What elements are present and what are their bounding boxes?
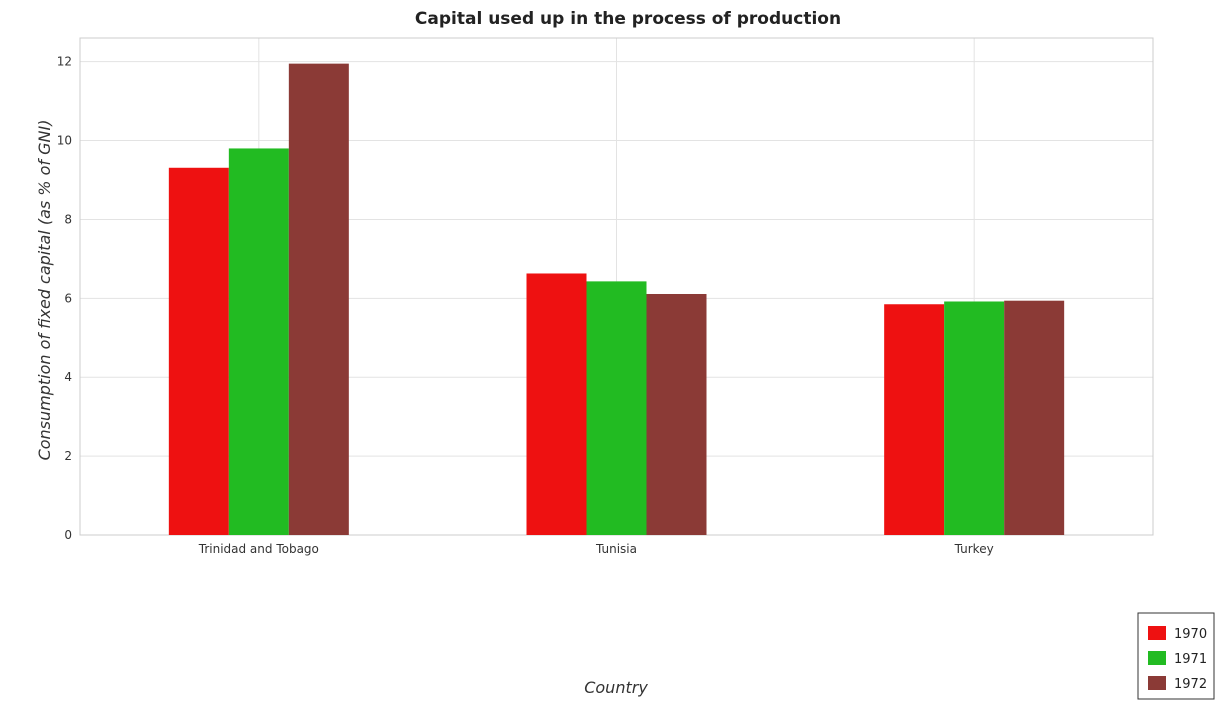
bar-1972-turkey — [1004, 300, 1065, 535]
legend-swatch-1972 — [1148, 676, 1166, 690]
legend-label-1972: 1972 — [1174, 677, 1207, 692]
bar-1971-turkey — [944, 301, 1005, 535]
legend-swatch-1970 — [1148, 626, 1166, 640]
legend-label-1971: 1971 — [1174, 652, 1207, 667]
x-axis-label: Country — [584, 678, 648, 697]
y-tick-label: 12 — [57, 55, 72, 69]
bar-1970-trinidad-and-tobago — [168, 167, 229, 535]
bar-1971-trinidad-and-tobago — [228, 148, 289, 535]
x-tick-labels: Trinidad and Tobago Tunisia Turkey — [198, 542, 994, 556]
bars — [168, 63, 1065, 536]
legend: 1970 1971 1972 — [1137, 612, 1215, 700]
x-tick-label: Trinidad and Tobago — [198, 542, 319, 556]
y-tick-labels: 0 2 4 6 8 10 12 — [57, 55, 72, 542]
y-tick-label: 8 — [64, 212, 72, 226]
y-tick-label: 4 — [64, 370, 72, 384]
y-axis-label: Consumption of fixed capital (as % of GN… — [35, 120, 54, 461]
bar-1970-tunisia — [526, 273, 587, 535]
y-tick-label: 0 — [64, 528, 72, 542]
y-tick-label: 2 — [64, 449, 72, 463]
chart-title: Capital used up in the process of produc… — [415, 9, 841, 29]
bar-1970-turkey — [884, 304, 945, 535]
x-tick-label: Tunisia — [595, 542, 637, 556]
bar-1971-tunisia — [586, 281, 647, 535]
x-tick-label: Turkey — [954, 542, 994, 556]
legend-swatch-1971 — [1148, 651, 1166, 665]
bar-1972-trinidad-and-tobago — [288, 63, 349, 536]
legend-label-1970: 1970 — [1174, 627, 1207, 642]
y-tick-label: 10 — [57, 134, 72, 148]
y-tick-label: 6 — [64, 291, 72, 305]
bar-1972-tunisia — [646, 293, 707, 535]
